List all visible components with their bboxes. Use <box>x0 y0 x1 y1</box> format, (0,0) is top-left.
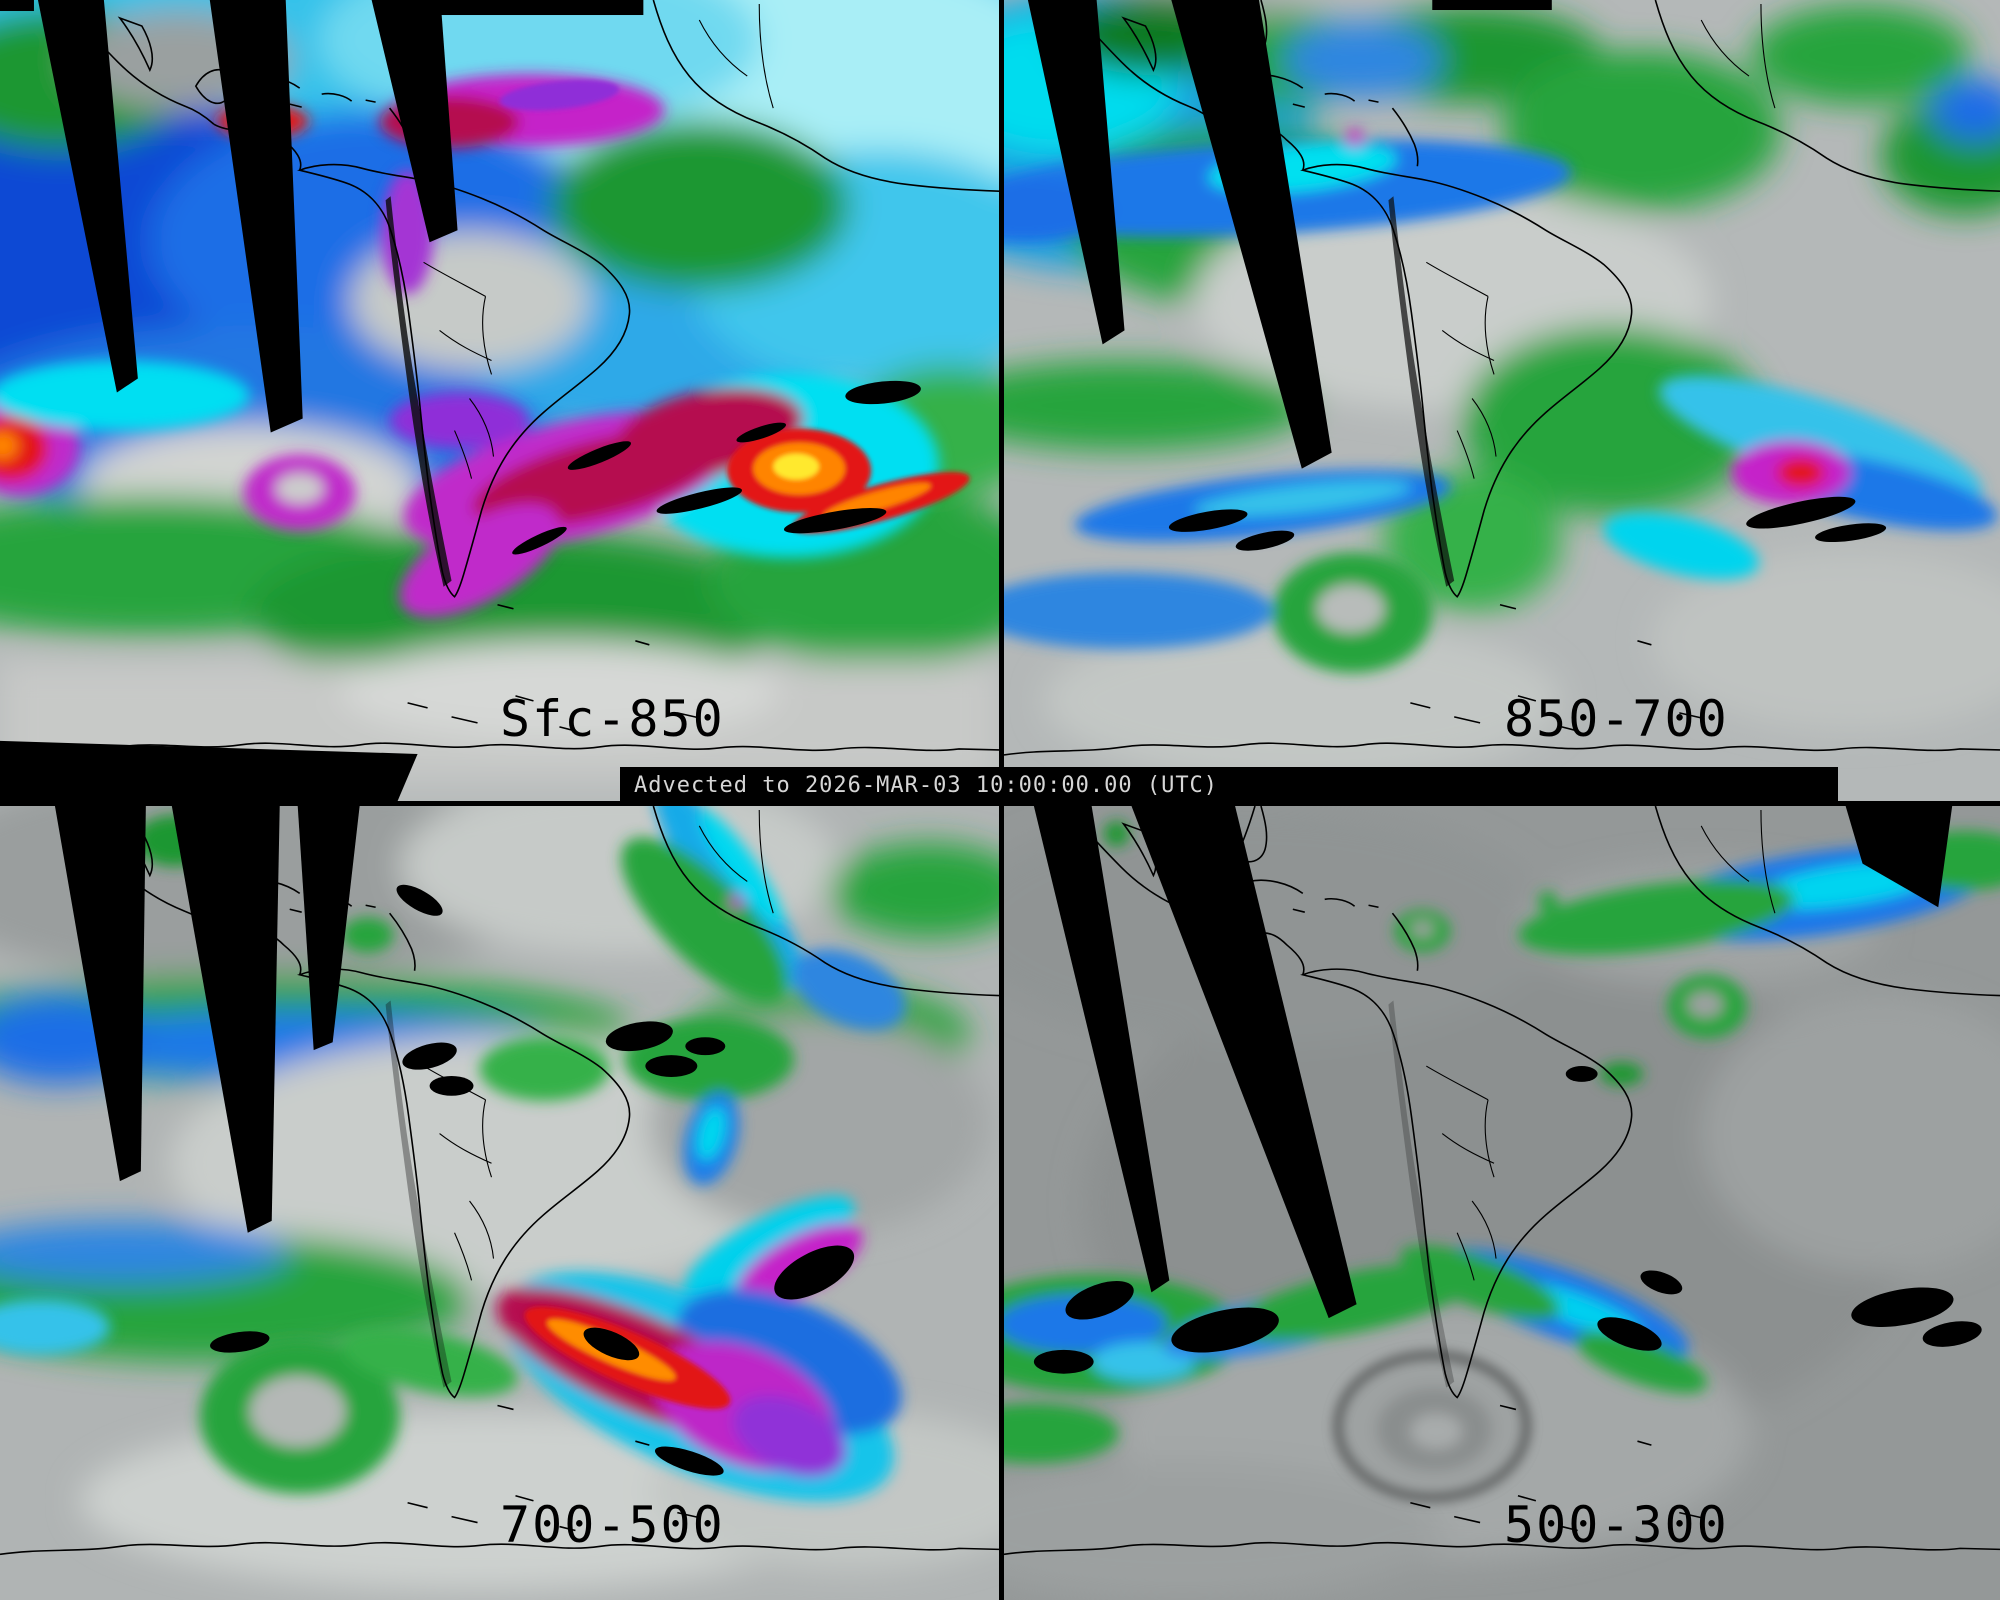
panel-label-700-500: 700-500 <box>500 1496 725 1554</box>
satellite-imagery-sfc-850 <box>0 0 999 801</box>
panel-label-850-700: 850-700 <box>1504 690 1729 748</box>
timestamp-banner: Advected to 2026-MAR-03 10:00:00.00 (UTC… <box>620 767 1838 804</box>
missing-data-swaths <box>1027 0 1887 551</box>
map-panel-700-500: 700-500 <box>0 806 999 1600</box>
timestamp-text: Advected to 2026-MAR-03 10:00:00.00 (UTC… <box>634 773 1219 798</box>
panel-label-500-300: 500-300 <box>1504 1496 1729 1554</box>
missing-data-swaths <box>0 0 921 801</box>
panel-label-sfc-850: Sfc-850 <box>500 690 725 748</box>
satellite-imagery-700-500 <box>0 806 999 1600</box>
map-panel-850-700: 850-700 <box>1004 0 2000 801</box>
satellite-imagery-500-300 <box>1004 806 2000 1600</box>
map-panel-500-300: 500-300 <box>1004 806 2000 1600</box>
map-panel-sfc-850: Sfc-850 <box>0 0 999 801</box>
missing-data-swaths <box>1033 806 1982 1374</box>
satellite-imagery-850-700 <box>1004 0 2000 801</box>
missing-data-swaths <box>54 806 855 1476</box>
